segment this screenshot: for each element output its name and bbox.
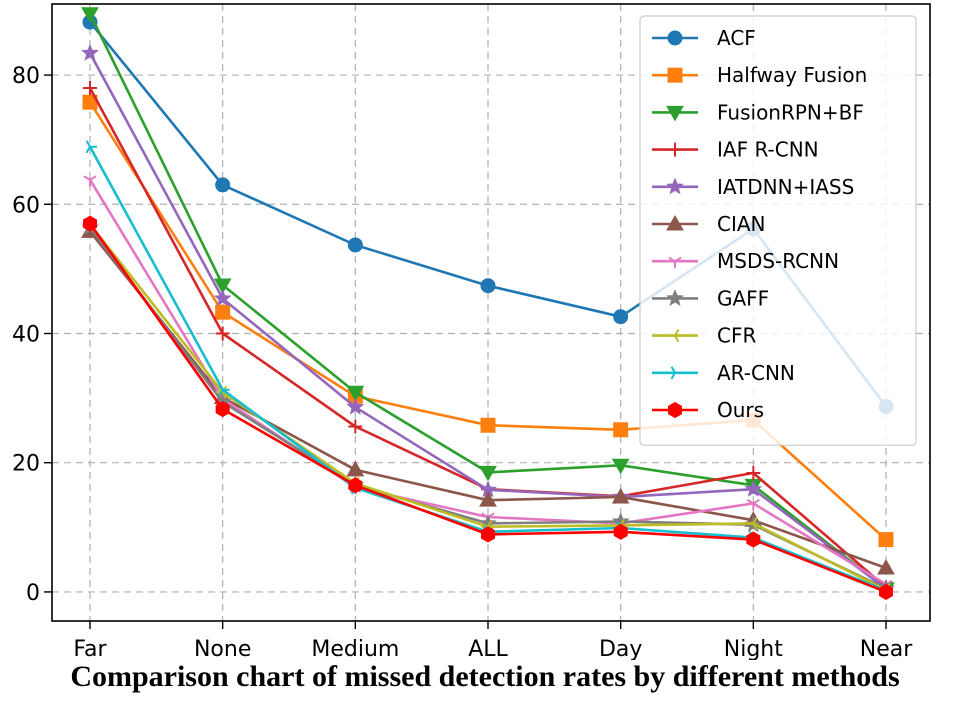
x-tick-label: ALL	[468, 637, 508, 660]
x-tick-label: Day	[599, 637, 642, 660]
legend: ACF Halfway Fusion FusionRPN+BF IAF R-CNN IA…	[639, 15, 917, 446]
x-tick-label: None	[194, 637, 251, 660]
legend-marker	[668, 401, 682, 419]
data-point	[81, 43, 99, 61]
data-point	[746, 531, 761, 548]
data-point	[83, 175, 97, 187]
line-chart: Far None Medium ALL Day Night Near 0 20 40 60 80 AC…	[12, 3, 931, 660]
x-tick-label: Night	[724, 637, 783, 660]
legend-marker	[668, 256, 682, 269]
data-point	[746, 466, 761, 481]
data-point	[215, 401, 230, 418]
legend-marker	[668, 142, 682, 157]
data-point	[611, 458, 630, 475]
data-point	[85, 140, 98, 154]
legend-marker	[670, 366, 682, 380]
series-ours	[83, 215, 893, 600]
data-point	[346, 460, 365, 477]
legend-label: IAF R-CNN	[717, 138, 819, 162]
data-point	[746, 499, 760, 511]
data-point	[218, 383, 230, 397]
chart-caption: Comparison chart of missed detection rat…	[70, 660, 900, 693]
y-tick-label: 20	[12, 452, 40, 477]
axis-ticks: Far None Medium ALL Day Night Near 0 20 40 60 80	[12, 64, 913, 660]
legend-marker	[666, 289, 684, 307]
legend-label: MSDS-RCNN	[717, 249, 839, 273]
data-point	[746, 516, 758, 530]
legend-entry: Halfway Fusion	[652, 63, 867, 87]
legend-label: Halfway Fusion	[717, 63, 867, 87]
legend-label: FusionRPN+BF	[717, 100, 864, 124]
legend-label: GAFF	[717, 286, 769, 310]
legend-marker	[666, 105, 684, 122]
data-point	[480, 278, 496, 294]
legend-marker	[667, 67, 683, 83]
data-point	[744, 479, 763, 497]
data-point	[613, 309, 629, 325]
y-tick-label: 80	[12, 64, 40, 89]
data-point	[213, 289, 232, 307]
legend-label: CIAN	[717, 212, 766, 236]
legend-label: ACF	[717, 26, 756, 50]
legend-entry: CIAN	[652, 212, 766, 236]
data-point	[215, 304, 231, 320]
data-point	[213, 278, 232, 295]
data-point	[481, 526, 495, 543]
data-point	[480, 417, 496, 433]
data-point	[879, 583, 893, 600]
x-tick-label: Medium	[311, 637, 399, 660]
legend-label: AR-CNN	[717, 361, 795, 385]
data-point	[613, 523, 628, 540]
y-tick-label: 0	[26, 581, 40, 606]
x-tick-label: Near	[860, 637, 913, 660]
legend-label: CFR	[717, 324, 756, 348]
data-point	[479, 491, 497, 507]
legend-box	[639, 15, 917, 446]
data-point	[348, 419, 363, 434]
data-point	[877, 559, 895, 575]
legend-marker	[668, 329, 680, 343]
legend-entry: MSDS-RCNN	[652, 249, 839, 273]
legend-entry: ACF	[652, 26, 756, 50]
legend-marker	[666, 214, 684, 231]
legend-label: Ours	[717, 398, 764, 422]
data-point	[81, 7, 99, 23]
data-point	[347, 237, 363, 253]
legend-entry: AR-CNN	[652, 361, 795, 385]
y-tick-label: 60	[12, 193, 40, 218]
legend-marker	[666, 177, 684, 195]
data-point	[346, 385, 365, 402]
legend-entry: Ours	[652, 398, 764, 422]
data-point	[878, 532, 894, 548]
data-point	[348, 477, 363, 494]
x-tick-label: Far	[73, 637, 107, 660]
legend-entry: FusionRPN+BF	[652, 100, 864, 124]
data-point	[215, 326, 230, 341]
legend-entry: IAF R-CNN	[652, 138, 819, 162]
data-point	[83, 80, 97, 95]
data-point	[613, 422, 629, 438]
legend-entry: GAFF	[652, 286, 769, 310]
data-point	[83, 215, 97, 232]
legend-entry: IATDNN+IASS	[652, 175, 854, 199]
data-point	[611, 487, 630, 504]
data-point	[479, 465, 497, 482]
y-tick-label: 40	[12, 322, 40, 347]
legend-label: IATDNN+IASS	[717, 175, 854, 199]
data-point	[215, 177, 231, 193]
data-point	[346, 397, 365, 415]
legend-marker	[667, 30, 683, 46]
legend-entry: CFR	[652, 324, 756, 348]
plot-frame	[51, 3, 931, 622]
series-iatdnn-iass	[81, 43, 895, 597]
